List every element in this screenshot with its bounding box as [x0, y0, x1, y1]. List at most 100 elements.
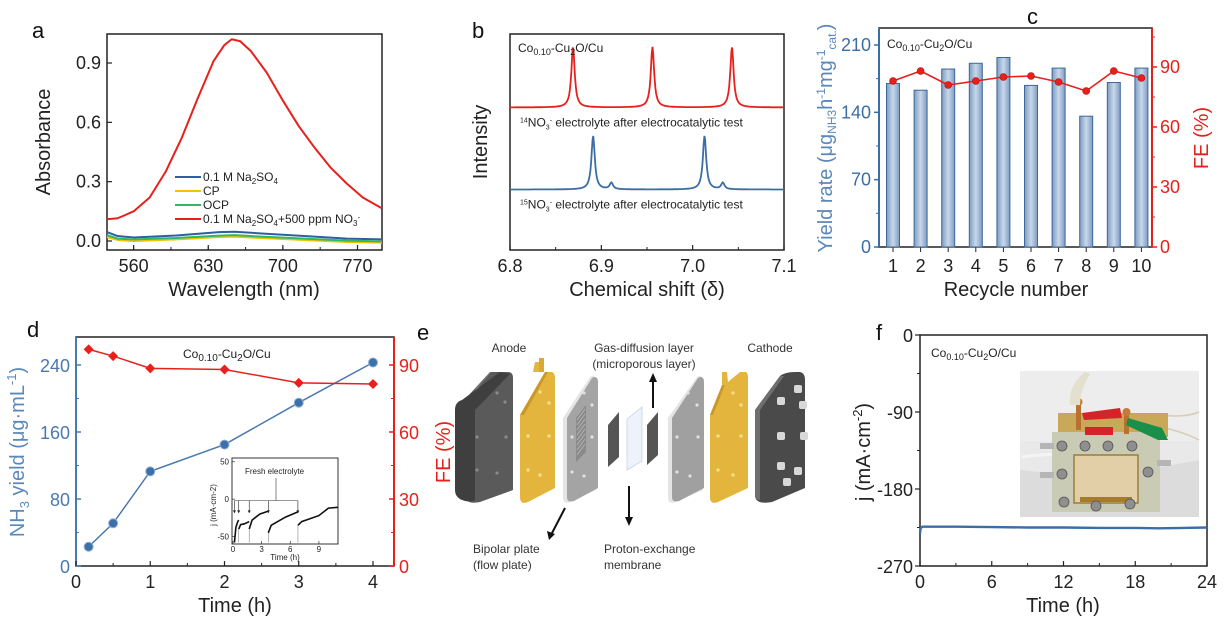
fe-point	[83, 344, 94, 355]
y-tick-label-c: 210	[841, 35, 871, 55]
y-axis-title-b: Intensity	[470, 105, 492, 179]
spectrum-label: 15NO3- electrolyte after electrocatalyti…	[520, 198, 743, 214]
legend-label-part: 4	[273, 177, 278, 186]
fe-point	[293, 377, 304, 388]
series-line-0-1-m-na2so4-500-ppm-no3-	[106, 38, 383, 221]
fe-point	[999, 73, 1008, 81]
fe-point	[971, 77, 980, 85]
anode-current-collector	[520, 358, 555, 503]
green-clip	[1126, 418, 1168, 440]
fe-line	[88, 348, 374, 385]
sample-label-c: Co0.10-Cu2O/Cu	[887, 37, 972, 53]
panel-label-b: b	[472, 18, 484, 43]
x-tick-label-c: 7	[1054, 256, 1064, 276]
plot-frame-a	[106, 33, 383, 251]
panel-label-e: e	[417, 320, 429, 345]
x-tick-label-a: 770	[342, 256, 372, 276]
fe-point	[944, 81, 953, 89]
y2-tick-label-c: 90	[1160, 57, 1180, 77]
bar-yield-rate	[913, 89, 928, 248]
bolt-icon	[777, 462, 785, 470]
inset-frame	[231, 457, 339, 545]
x-tick-label-d: 0	[71, 572, 81, 592]
x-tick-label-b: 6.8	[497, 256, 522, 276]
legend-label: CP	[203, 184, 220, 198]
inset-x-axis-title: Time (h)	[270, 553, 300, 562]
inset-annotation: Fresh electrolyte	[245, 467, 305, 476]
bar-yield-rate	[996, 57, 1011, 248]
y-axis-title-a: Absorbance	[33, 89, 55, 196]
legend-label-part: 0.1 M Na	[203, 212, 252, 226]
legend-label: 0.1 M Na2SO4	[203, 170, 278, 186]
bar-yield-rate	[1134, 67, 1149, 248]
bar-yield-rate	[1079, 115, 1094, 248]
x-tick-label-d: 4	[368, 572, 378, 592]
panel-b: b 6.8 6.9 7.0 7.1 14NO3- electrolyte after …	[470, 18, 797, 301]
legend-label-part: SO	[256, 170, 273, 184]
y-tick-label-c: 0	[861, 237, 871, 257]
label-gas-diffusion-layer: Gas-diffusion layer	[594, 341, 694, 355]
label-proton-exchange: Proton-exchange	[604, 542, 696, 556]
label-rest: electrolyte after electrocatalytic test	[552, 198, 743, 212]
y-tick-label-c: 140	[841, 102, 871, 122]
bar-yield-rate	[886, 82, 900, 248]
fe-point	[368, 378, 378, 389]
series-line-0-1-m-na2so4	[106, 230, 383, 241]
inset-y-tick-label: -50	[217, 533, 229, 542]
x-tick-label-c: 9	[1109, 256, 1119, 276]
x-axis-title-b: Chemical shift (δ)	[569, 279, 725, 301]
label-sup2: -	[550, 200, 553, 207]
label-sub: 3	[546, 207, 550, 214]
x-tick-label-a: 700	[268, 256, 298, 276]
series-group-b: 14NO3- electrolyte after electrocatalyti…	[510, 46, 784, 214]
label-anode: Anode	[492, 341, 527, 355]
y-tick-label-d: 80	[50, 490, 70, 510]
refresh-arrowhead-icon	[237, 510, 241, 514]
x-tick-label-b: 6.9	[589, 256, 614, 276]
series-group-f	[918, 525, 1208, 534]
fe-point	[1110, 67, 1118, 75]
series-group-a	[106, 38, 383, 244]
inset-current-trace	[267, 511, 299, 534]
x-tick-label-c: 1	[888, 256, 898, 276]
x-tick-label-f: 12	[1053, 572, 1073, 592]
x-tick-label-c: 3	[943, 256, 953, 276]
x-axis-title-f: Time (h)	[1026, 595, 1100, 617]
axis-ticks-c: 0 70 140 210 0 30 60 90 1 2 3 4 5 6 7 8 9 10	[841, 35, 1180, 276]
fe-point	[1027, 72, 1035, 80]
spectrum-label: 14NO3- electrolyte after electrocatalyti…	[520, 115, 743, 131]
label-sup2: -	[550, 117, 553, 124]
fe-point	[889, 77, 897, 85]
y2-tick-label-d: 30	[399, 490, 419, 510]
fe-point	[1054, 78, 1063, 86]
axis-ticks-b: 6.8 6.9 7.0 7.1	[497, 245, 797, 276]
x-axis-title-a: Wavelength (nm)	[168, 279, 320, 301]
panel-c: c 0 70 140 210 0 30 60 90 1 2 3 4 5 6 7 8 9 10 Co0.10-Cu2…	[814, 4, 1213, 301]
label-sup: 14	[520, 117, 528, 124]
panel-e: e	[417, 320, 808, 572]
legend-label: OCP	[203, 198, 229, 212]
refresh-arrowhead-icon	[247, 510, 251, 514]
y-axis-title-d: NH3 yield (μg·mL-1)	[4, 367, 32, 537]
x-tick-label-b: 7.1	[771, 256, 796, 276]
yield-point	[145, 466, 156, 477]
label-rest: electrolyte after electrocatalytic test	[552, 115, 743, 129]
inset-current-trace	[237, 520, 250, 530]
inset-x-tick-label: 9	[317, 545, 322, 554]
panel-f: f 0 6 12 18 24 0 -90 -180 -270 Co0.10-Cu2O/Cu	[850, 320, 1217, 617]
legend-label-part: +500 ppm NO	[278, 212, 353, 226]
bipolar-plate-right	[668, 376, 704, 503]
panel-label-d: d	[27, 317, 39, 342]
fe-point	[219, 364, 230, 375]
x-tick-label-c: 8	[1081, 256, 1091, 276]
cell-window	[1073, 454, 1139, 504]
legend-label-part: 3	[353, 219, 358, 228]
sample-label-f: Co0.10-Cu2O/Cu	[931, 346, 1016, 362]
bolt-icon	[777, 432, 785, 440]
label-cathode: Cathode	[747, 341, 793, 355]
cathode-end-plate	[755, 372, 808, 503]
y2-tick-label-c: 30	[1160, 177, 1180, 197]
x-tick-label-d: 1	[145, 572, 155, 592]
